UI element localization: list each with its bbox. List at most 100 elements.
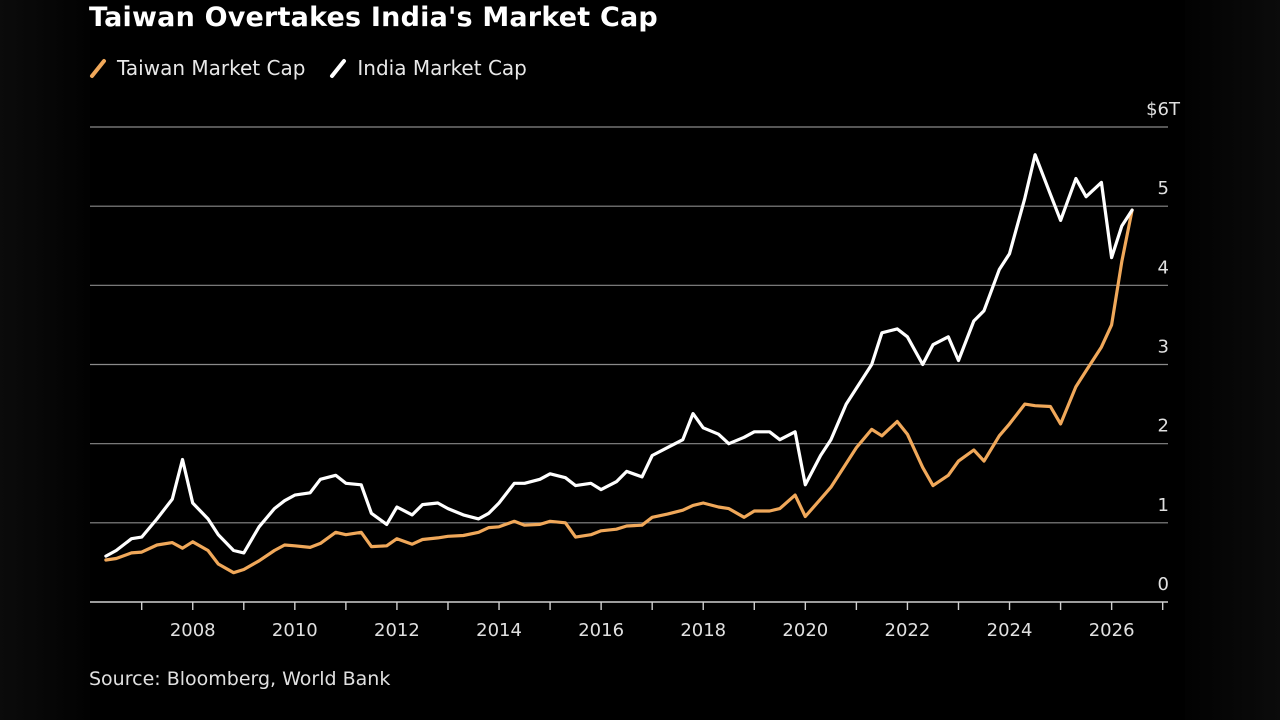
legend-label-india: India Market Cap xyxy=(357,56,527,80)
data-point-taiwan-5 xyxy=(171,541,174,544)
data-point-india-44 xyxy=(666,446,669,449)
data-point-taiwan-77 xyxy=(1084,369,1088,372)
data-point-india-48 xyxy=(717,433,720,436)
data-point-india-67 xyxy=(957,359,960,362)
data-point-taiwan-33 xyxy=(523,524,526,527)
data-point-taiwan-9 xyxy=(217,562,220,566)
data-point-taiwan-52 xyxy=(768,509,771,513)
data-point-india-4 xyxy=(155,517,159,521)
data-point-india-32 xyxy=(513,482,516,485)
data-point-india-47 xyxy=(702,426,705,429)
data-point-india-38 xyxy=(589,482,593,485)
data-point-taiwan-36 xyxy=(564,521,567,524)
y-unit-label: $6T xyxy=(1146,99,1181,120)
data-point-india-53 xyxy=(778,438,781,441)
data-point-india-64 xyxy=(921,363,924,366)
data-point-taiwan-20 xyxy=(360,531,363,534)
data-point-taiwan-16 xyxy=(308,546,312,549)
data-point-taiwan-73 xyxy=(1033,404,1037,407)
data-point-india-52 xyxy=(768,430,771,433)
data-point-india-59 xyxy=(855,387,858,390)
data-point-taiwan-55 xyxy=(804,515,807,518)
data-point-india-71 xyxy=(1008,252,1011,255)
data-point-taiwan-41 xyxy=(625,524,628,528)
data-point-taiwan-0 xyxy=(104,558,108,562)
data-point-india-74 xyxy=(1049,193,1052,196)
x-tick-label-2012: 2012 xyxy=(374,620,420,641)
data-point-india-76 xyxy=(1074,177,1078,180)
legend-swatch-india xyxy=(330,59,347,78)
data-point-taiwan-39 xyxy=(599,529,603,532)
data-point-india-43 xyxy=(651,454,654,457)
data-point-india-25 xyxy=(421,503,424,506)
data-point-taiwan-14 xyxy=(283,543,286,547)
data-point-india-50 xyxy=(742,436,746,439)
data-point-india-73 xyxy=(1033,153,1037,156)
x-tick-label-2016: 2016 xyxy=(578,620,624,641)
data-point-india-33 xyxy=(523,482,526,485)
data-point-india-13 xyxy=(273,507,276,510)
data-point-india-20 xyxy=(360,483,363,486)
data-point-india-57 xyxy=(829,438,833,441)
legend-label-taiwan: Taiwan Market Cap xyxy=(117,56,306,80)
data-point-india-10 xyxy=(232,549,235,552)
data-point-taiwan-23 xyxy=(395,537,399,540)
data-point-india-14 xyxy=(283,499,286,502)
data-point-taiwan-6 xyxy=(181,547,184,550)
data-point-india-70 xyxy=(998,268,1001,271)
data-point-taiwan-31 xyxy=(497,525,501,528)
data-point-india-66 xyxy=(947,335,950,338)
data-point-taiwan-19 xyxy=(344,533,348,536)
data-point-india-0 xyxy=(104,554,108,558)
data-point-taiwan-34 xyxy=(538,523,542,526)
data-point-india-79 xyxy=(1110,256,1113,259)
data-point-india-45 xyxy=(681,438,684,441)
data-point-india-77 xyxy=(1084,195,1088,198)
data-point-taiwan-60 xyxy=(870,428,873,431)
data-point-india-36 xyxy=(564,476,567,479)
data-point-taiwan-62 xyxy=(896,420,899,423)
data-point-india-65 xyxy=(931,343,935,346)
data-point-taiwan-4 xyxy=(155,543,159,547)
data-point-taiwan-47 xyxy=(702,501,705,505)
data-point-taiwan-13 xyxy=(273,549,276,552)
data-point-taiwan-10 xyxy=(232,571,235,574)
legend-item-india: India Market Cap xyxy=(329,55,527,81)
source-note: Source: Bloomberg, World Bank xyxy=(89,668,391,690)
left-border-shadow xyxy=(0,0,90,720)
data-point-taiwan-45 xyxy=(681,509,684,512)
data-point-taiwan-18 xyxy=(334,531,337,534)
right-border-shadow xyxy=(1185,0,1280,720)
data-point-india-30 xyxy=(487,512,490,515)
data-point-taiwan-11 xyxy=(242,568,245,571)
x-tick-label-2018: 2018 xyxy=(680,620,726,641)
data-point-india-55 xyxy=(804,483,807,486)
data-point-taiwan-76 xyxy=(1074,385,1078,388)
x-tick-label-2026: 2026 xyxy=(1089,620,1135,641)
data-point-taiwan-51 xyxy=(753,509,756,513)
data-point-india-41 xyxy=(625,470,628,473)
data-point-taiwan-71 xyxy=(1008,422,1011,426)
chart-title: Taiwan Overtakes India's Market Cap xyxy=(89,2,658,33)
data-point-india-61 xyxy=(880,331,884,334)
data-point-taiwan-61 xyxy=(880,434,884,437)
data-point-taiwan-59 xyxy=(855,446,858,449)
x-tick-label-2022: 2022 xyxy=(885,620,931,641)
data-point-india-49 xyxy=(727,442,730,445)
y-tick-label-1: 1 xyxy=(1158,495,1169,516)
legend-swatch-taiwan xyxy=(90,59,106,78)
data-point-taiwan-43 xyxy=(651,516,654,519)
data-point-taiwan-12 xyxy=(257,559,261,562)
data-point-taiwan-78 xyxy=(1100,345,1103,349)
data-point-taiwan-63 xyxy=(906,433,909,436)
data-point-taiwan-8 xyxy=(206,549,210,552)
legend-item-taiwan: Taiwan Market Cap xyxy=(89,55,305,81)
data-point-taiwan-15 xyxy=(293,544,296,547)
data-point-taiwan-50 xyxy=(742,516,746,519)
data-point-india-8 xyxy=(206,517,210,521)
data-point-india-19 xyxy=(344,482,348,485)
data-point-india-22 xyxy=(385,523,388,526)
data-point-india-31 xyxy=(497,501,501,505)
data-point-india-54 xyxy=(793,430,797,433)
